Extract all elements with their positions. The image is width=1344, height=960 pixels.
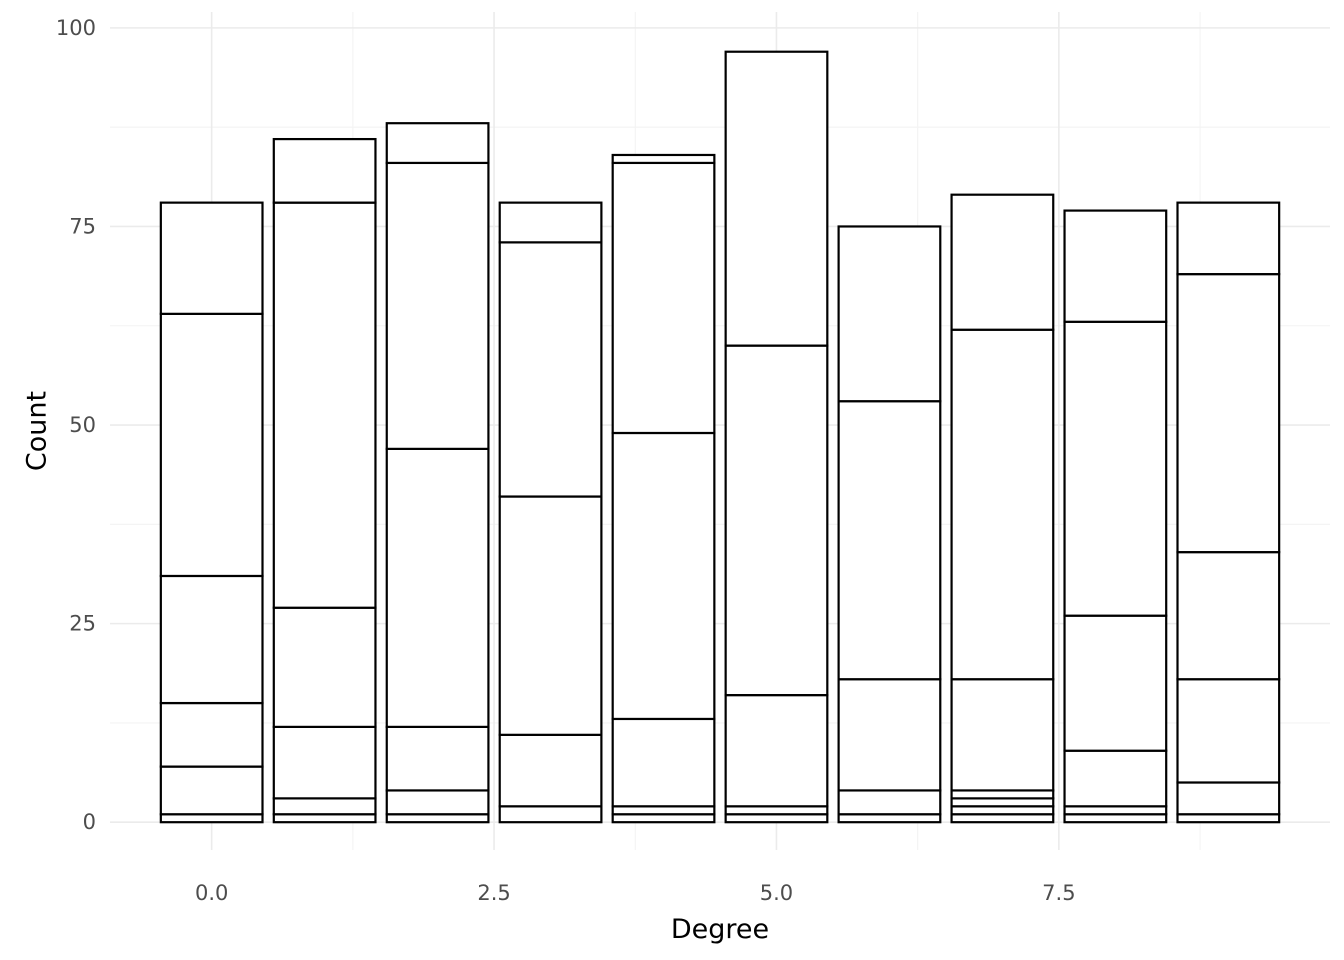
bar-segment [611,431,716,721]
bar-segment [724,50,829,347]
bar-segment [837,225,942,403]
bar-segment [950,789,1055,800]
y-tick-label: 25 [69,612,96,636]
bars [159,50,1281,824]
x-axis-title: Degree [671,914,769,945]
y-tick-label: 50 [69,413,96,437]
x-tick-label: 0.0 [195,881,228,905]
bar-stack [272,137,377,824]
bar-stack [385,122,490,824]
bar-stack [611,153,716,824]
bar-segment [272,725,377,800]
y-tick-label: 100 [56,16,96,40]
x-tick-label: 2.5 [477,881,510,905]
bar-segment [1176,201,1281,276]
bar-segment [837,400,942,681]
bar-stack [159,201,264,824]
bar-segment [385,122,490,165]
bar-segment [950,328,1055,681]
bar-segment [950,797,1055,808]
bar-segment [1063,805,1168,816]
bar-segment [385,789,490,816]
bar-segment [159,574,264,705]
bar-segment [159,312,264,578]
bar-stack [498,201,603,824]
bar-segment [498,201,603,244]
bar-segment [724,805,829,816]
bar-segment [385,161,490,450]
bar-segment [611,805,716,816]
bar-segment [272,813,377,824]
bar-segment [159,201,264,315]
bar-segment [950,678,1055,792]
bar-segment [385,813,490,824]
bar-segment [272,797,377,816]
bar-segment [950,805,1055,816]
x-tick-label: 7.5 [1042,881,1075,905]
bar-segment [272,201,377,609]
bar-segment [724,813,829,824]
bar-stack [1176,201,1281,824]
bar-segment [837,813,942,824]
bar-segment [611,717,716,808]
bar-segment [1176,781,1281,816]
bar-segment [159,765,264,816]
bar-segment [1176,813,1281,824]
bar-segment [1063,749,1168,808]
bar-segment [1176,678,1281,784]
y-tick-label: 0 [83,810,96,834]
bar-segment [385,725,490,792]
bar-segment [159,701,264,768]
bar-stack [950,193,1055,824]
bar-segment [950,193,1055,331]
y-axis-tick-labels: 0 25 50 75 100 [56,16,96,834]
x-tick-label: 5.0 [760,881,793,905]
bar-segment [1063,320,1168,617]
bar-segment [498,495,603,736]
bar-segment [1063,813,1168,824]
bar-segment [498,241,603,498]
bar-segment [498,805,603,824]
bar-segment [272,606,377,728]
bar-segment [1176,273,1281,554]
bar-segment [837,678,942,792]
bar-stack [837,225,942,824]
bar-segment [724,344,829,697]
bar-segment [611,161,716,435]
bar-segment [611,153,716,165]
bar-segment [837,789,942,816]
bar-segment [611,813,716,824]
bar-segment [1176,551,1281,681]
y-axis-title: Count [21,391,52,471]
bar-segment [1063,209,1168,323]
bar-stack [724,50,829,824]
bar-segment [159,813,264,824]
bar-segment [950,813,1055,824]
y-tick-label: 75 [69,214,96,238]
x-axis-tick-labels: 0.0 2.5 5.0 7.5 [195,881,1076,905]
bar-segment [724,694,829,808]
bar-segment [498,733,603,808]
bar-segment [1063,614,1168,752]
bar-segment [272,137,377,204]
bar-segment [385,447,490,728]
bar-stack [1063,209,1168,824]
